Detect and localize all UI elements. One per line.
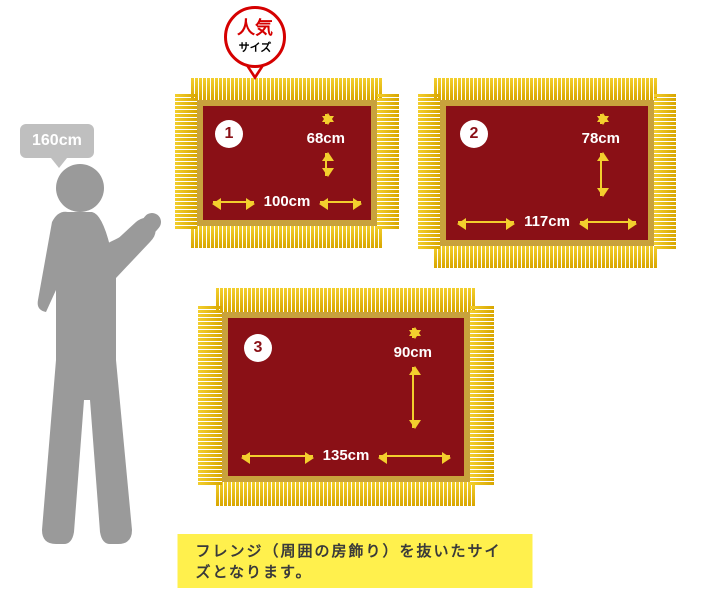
dimension-width: 117cm xyxy=(458,213,636,230)
flag-3: 3 90cm 135cm xyxy=(198,288,494,506)
diagram-stage: 人気 サイズ 160cm 1 68cm 100cm 2 78cm 117cm 3 90cm 13… xyxy=(0,0,710,600)
flag-2: 2 78cm 117cm xyxy=(418,78,676,268)
flag-body: 3 90cm 135cm xyxy=(222,312,470,482)
flag-number-label: 2 xyxy=(470,125,479,143)
dimension-height-label: 78cm xyxy=(578,130,624,147)
footnote-bar: フレンジ（周囲の房飾り）を抜いたサイズとなります。 xyxy=(178,534,533,588)
fringe xyxy=(191,78,383,100)
fringe xyxy=(434,78,660,100)
popular-badge-tail xyxy=(246,66,264,80)
dimension-height: 68cm xyxy=(303,114,349,176)
flag-number-badge: 3 xyxy=(244,334,272,362)
flag-number-badge: 1 xyxy=(215,120,243,148)
fringe xyxy=(216,288,476,312)
dimension-width: 100cm xyxy=(213,193,361,210)
dimension-width-label: 117cm xyxy=(520,213,574,230)
flag-number-badge: 2 xyxy=(460,120,488,148)
flag-body: 2 78cm 117cm xyxy=(440,100,654,246)
fringe xyxy=(654,94,676,252)
height-speech-text: 160cm xyxy=(32,132,82,149)
dimension-height: 90cm xyxy=(390,328,436,428)
fringe xyxy=(470,306,494,488)
dimension-width: 135cm xyxy=(242,447,450,464)
flag-body: 1 68cm 100cm xyxy=(197,100,377,226)
flag-1: 1 68cm 100cm xyxy=(175,78,399,248)
fringe xyxy=(175,94,197,232)
flag-number-label: 1 xyxy=(225,125,234,143)
fringe xyxy=(434,246,660,268)
dimension-width-label: 135cm xyxy=(319,447,374,464)
dimension-width-label: 100cm xyxy=(260,193,315,210)
popular-badge: 人気 サイズ xyxy=(224,6,286,68)
footnote-text: フレンジ（周囲の房飾り）を抜いたサイズとなります。 xyxy=(196,543,502,581)
popular-badge-sub: サイズ xyxy=(239,39,272,55)
fringe xyxy=(191,226,383,248)
dimension-height-label: 68cm xyxy=(303,130,349,147)
flag-number-label: 3 xyxy=(254,339,263,357)
popular-badge-title: 人気 xyxy=(237,19,273,37)
fringe xyxy=(418,94,440,252)
person-icon xyxy=(18,150,168,550)
fringe xyxy=(216,482,476,506)
fringe xyxy=(377,94,399,232)
person-silhouette xyxy=(18,150,168,550)
fringe xyxy=(198,306,222,488)
dimension-height: 78cm xyxy=(578,114,624,196)
dimension-height-label: 90cm xyxy=(390,344,436,361)
